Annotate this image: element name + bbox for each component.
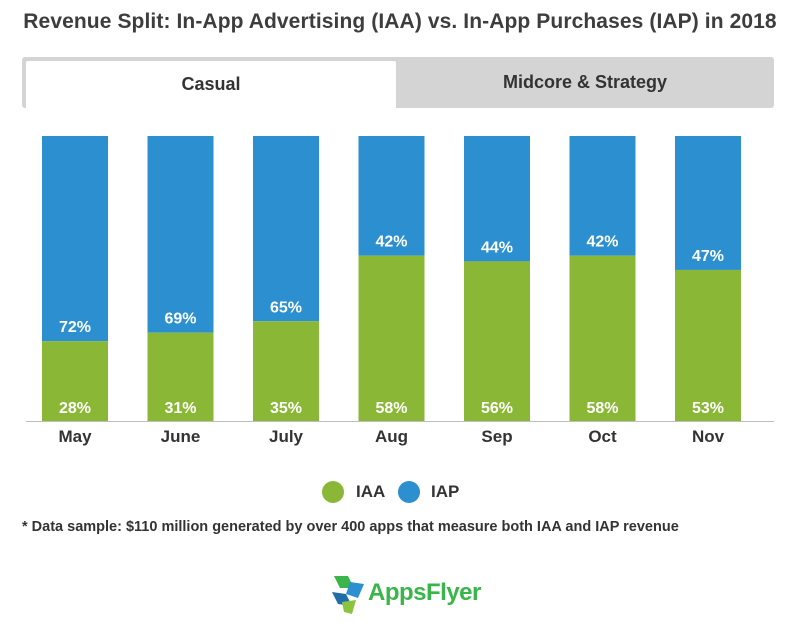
x-tick-label-may: May xyxy=(58,427,92,446)
bar-iap-aug xyxy=(358,136,425,256)
data-label-iap-sep: 44% xyxy=(481,239,513,256)
bar-iap-july xyxy=(253,136,319,322)
legend-label-iaa: IAA xyxy=(356,482,386,501)
data-label-iap-nov: 47% xyxy=(692,248,724,265)
bar-iaa-nov xyxy=(675,269,741,421)
legend-item-iap: IAP xyxy=(398,479,468,505)
chart-title: Revenue Split: In-App Advertising (IAA) … xyxy=(23,10,777,33)
bar-iaa-oct xyxy=(569,255,636,421)
footnote: * Data sample: $110 million generated by… xyxy=(22,519,679,535)
bar-iaa-july xyxy=(253,321,319,421)
bar-iap-nov xyxy=(675,136,741,270)
tab-bar: Casual Midcore & Strategy xyxy=(22,57,774,108)
tab-casual[interactable]: Casual xyxy=(26,61,396,108)
appsflyer-logo: AppsFlyer xyxy=(330,572,481,616)
legend-label-iap: IAP xyxy=(431,482,460,501)
tab-midcore-strategy[interactable]: Midcore & Strategy xyxy=(502,72,668,92)
bar-iap-oct xyxy=(569,136,636,256)
bar-iaa-june xyxy=(147,332,214,421)
x-tick-label-sep: Sep xyxy=(481,427,512,446)
legend-item-iaa: IAA xyxy=(322,479,392,505)
data-label-iap-july: 65% xyxy=(270,299,302,316)
data-label-iap-aug: 42% xyxy=(375,234,407,251)
data-label-iap-may: 72% xyxy=(59,319,91,336)
legend-swatch-iap xyxy=(398,481,420,503)
data-label-iaa-aug: 58% xyxy=(375,400,407,417)
bar-iap-may xyxy=(42,136,108,342)
stacked-bar-chart: 28% 72% May 31% 69% June 35% 65% July 58% 42% Aug 56… xyxy=(26,136,774,446)
x-tick-label-nov: Nov xyxy=(692,427,725,446)
x-tick-label-oct: Oct xyxy=(588,427,617,446)
data-label-iaa-may: 28% xyxy=(59,400,91,417)
bar-iaa-sep xyxy=(464,261,530,421)
x-tick-label-aug: Aug xyxy=(375,427,408,446)
data-label-iap-oct: 42% xyxy=(586,234,618,251)
bar-iaa-may xyxy=(42,341,108,421)
legend-swatch-iaa xyxy=(322,481,344,503)
x-tick-label-june: June xyxy=(161,427,201,446)
data-label-iaa-sep: 56% xyxy=(481,400,513,417)
bar-iap-sep xyxy=(464,136,530,262)
appsflyer-logo-icon xyxy=(332,576,364,614)
appsflyer-logo-text: AppsFlyer xyxy=(368,579,481,606)
data-label-iap-june: 69% xyxy=(164,311,196,328)
data-label-iaa-june: 31% xyxy=(164,400,196,417)
legend: IAA IAP xyxy=(0,479,800,505)
x-tick-label-july: July xyxy=(269,427,304,446)
bar-iap-june xyxy=(147,136,214,333)
bar-iaa-aug xyxy=(358,255,425,421)
data-label-iaa-nov: 53% xyxy=(692,400,724,417)
data-label-iaa-oct: 58% xyxy=(586,400,618,417)
data-label-iaa-july: 35% xyxy=(270,400,302,417)
